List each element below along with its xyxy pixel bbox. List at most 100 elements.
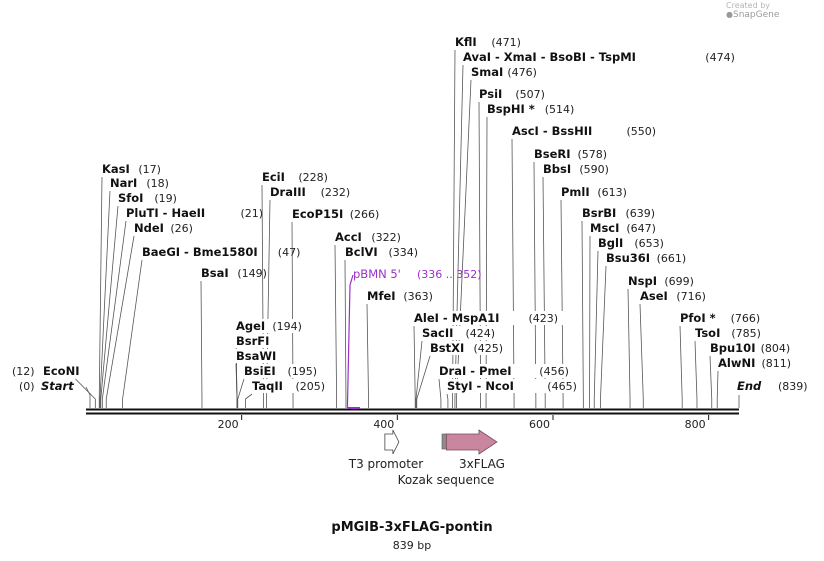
site-position-bbsi: (590)	[579, 163, 609, 176]
site-label-bg-bsrbi	[580, 206, 661, 220]
site-label-nspi: NspI	[628, 274, 657, 288]
site-label-pluti: PluTI - HaeII	[126, 206, 205, 220]
snapgene-credit: Created by ●SnapGene	[726, 1, 824, 20]
site-connector-pluti	[101, 220, 127, 408]
site-label-bg-pluti	[124, 206, 269, 220]
site-connector-acci	[334, 244, 338, 408]
site-connector-draiii	[266, 199, 271, 408]
site-label-bg-ecop15i	[290, 207, 385, 221]
site-position-baegi: (47)	[278, 246, 301, 259]
site-label-tsoi: TsoI	[695, 326, 720, 340]
primer-bar	[347, 407, 360, 409]
site-position-acci: (322)	[371, 231, 401, 244]
site-connector-nari	[99, 190, 111, 408]
site-label-bg-bsiei	[242, 364, 323, 378]
site-connector-bgli	[593, 250, 599, 408]
site-label-bg-bsawi	[234, 349, 274, 363]
site-label-agei: AgeI	[236, 319, 265, 333]
site-label-ndei: NdeI	[134, 221, 164, 235]
site-position-psii: (507)	[515, 88, 545, 101]
site-position-draiii: (232)	[321, 186, 351, 199]
site-position-bsu36i: (661)	[657, 252, 687, 265]
site-label-bg-sfoi	[116, 191, 183, 205]
start-connector	[85, 386, 91, 408]
feature-arrow-3xflag	[445, 429, 498, 455]
site-position-bclvi: (334)	[389, 246, 419, 259]
site-label-bg-bbsi	[541, 162, 615, 176]
site-label-nari: NarI	[110, 176, 137, 190]
site-position-ndei: (26)	[170, 222, 193, 235]
site-label-bg-asci	[510, 124, 662, 138]
site-label-bg-bgli	[596, 236, 670, 250]
site-label-bg-pmlii	[559, 185, 633, 199]
site-position-econi: (12)	[12, 365, 35, 378]
site-label-bg-bstxi	[428, 341, 509, 355]
site-label-bg-alei	[412, 311, 564, 325]
site-position-bseri: (578)	[578, 148, 608, 161]
site-position-klfi: (471)	[491, 36, 521, 49]
site-connector-nspi	[627, 288, 631, 408]
feature-label-t3-promoter: T3 promoter	[348, 457, 424, 471]
site-label-bg-alwni	[716, 356, 797, 370]
site-label-bg-acci	[333, 230, 407, 244]
site-label-bg-baegi	[140, 245, 307, 259]
site-label-acci: AccI	[335, 230, 362, 244]
site-label-asci: AscI - BssHII	[512, 124, 592, 138]
site-position-bsiei: (195)	[288, 365, 318, 378]
feature-arrow-t3-promoter	[384, 429, 400, 455]
site-connector-ecii	[261, 184, 264, 408]
site-label-drai: DraI - PmeI	[439, 364, 512, 378]
site-connector-psii	[478, 101, 482, 408]
site-connector-ecop15i	[291, 221, 294, 408]
primer-label: pBMN 5'	[353, 267, 401, 281]
site-position-msci: (647)	[626, 222, 656, 235]
site-label-bseri: BseRI	[534, 147, 571, 161]
site-label-bsphi: BspHI *	[487, 102, 535, 116]
site-label-bstxi: BstXI	[430, 341, 464, 355]
site-label-psii: PsiI	[479, 87, 502, 101]
site-position-ecop15i: (266)	[350, 208, 380, 221]
site-position-styi: (465)	[547, 380, 577, 393]
site-label-bg-mfei	[365, 289, 439, 303]
map-length: 839 bp	[392, 539, 432, 552]
site-position-asci: (550)	[627, 125, 657, 138]
start-position: (0)	[19, 380, 35, 393]
site-connector-mfei	[366, 303, 369, 408]
site-label-bg-bseri	[532, 147, 613, 161]
site-position-pluti: (21)	[241, 207, 264, 220]
site-label-asei: AseI	[640, 289, 668, 303]
site-position-mfei: (363)	[403, 290, 433, 303]
site-label-ecii: EciI	[262, 170, 285, 184]
site-position-asei: (716)	[676, 290, 706, 303]
site-label-bgli: BglI	[598, 236, 623, 250]
primer-range: (336 .. 352)	[417, 268, 482, 281]
site-connector-econi	[75, 378, 96, 408]
site-connector-bsphi	[485, 116, 488, 408]
site-position-taqii: (205)	[296, 380, 326, 393]
site-position-alwni: (811)	[762, 357, 792, 370]
site-position-bstxi: (425)	[474, 342, 504, 355]
site-label-bsiei: BsiEI	[244, 364, 276, 378]
end-position: (839)	[778, 380, 808, 393]
site-label-bg-bpu10i	[708, 341, 796, 355]
site-label-bg-nari	[108, 176, 175, 190]
site-label-bg-bsu36i	[604, 251, 692, 265]
site-label-bsu36i: Bsu36I	[606, 251, 650, 265]
site-label-bg-ndei	[132, 221, 199, 235]
site-position-bsai: (149)	[237, 267, 267, 280]
site-position-pfoi: (766)	[731, 312, 761, 325]
site-label-bg-klfi	[453, 35, 527, 49]
site-connector-bseri	[533, 161, 537, 408]
ruler-label-400: 400	[373, 418, 394, 431]
site-label-bsai: BsaI	[201, 266, 229, 280]
site-label-econi: EcoNI	[43, 364, 79, 378]
site-connector-avai	[454, 64, 464, 408]
site-position-sfoi: (19)	[154, 192, 177, 205]
site-label-bg-bsai	[199, 266, 273, 280]
site-connector-bclvi	[344, 259, 347, 408]
feature-label-kozak: Kozak sequence	[398, 473, 495, 487]
site-connector-bsrbi	[581, 220, 584, 408]
site-label-styi: StyI - NcoI	[447, 379, 514, 393]
site-label-bg-agei	[234, 319, 308, 333]
